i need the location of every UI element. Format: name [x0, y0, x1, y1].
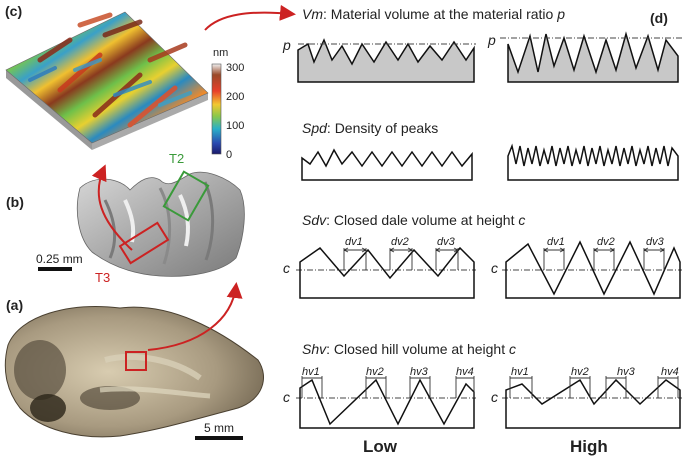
sdv-symbol: Sdv	[302, 212, 327, 228]
vm-caption: Vm: Material volume at the material rati…	[302, 6, 565, 22]
sdv-low-profile	[299, 246, 475, 299]
shv-high-hv1: hv1	[511, 366, 529, 378]
colorbar-unit: nm	[213, 47, 229, 59]
shv-high-hv4: hv4	[661, 366, 679, 378]
panel-label-b: (b)	[6, 194, 24, 210]
shv-low-hv1: hv1	[302, 366, 320, 378]
sdv-high-dv2: dv2	[597, 236, 615, 248]
spd-description: : Density of peaks	[326, 120, 439, 136]
panel-label-c: (c)	[5, 3, 23, 19]
sdv-profiles	[296, 240, 682, 299]
sdv-param: c	[518, 212, 526, 228]
surface-3d-plot	[5, 11, 222, 155]
spd-caption: Spd: Density of peaks	[302, 120, 438, 136]
vm-p-marker-low: p	[283, 37, 291, 53]
spd-profiles	[301, 143, 679, 181]
shv-profiles	[296, 376, 682, 429]
sdv-high-dv1: dv1	[547, 236, 565, 248]
column-label-high: High	[570, 437, 608, 456]
arrow-a-to-b	[147, 282, 243, 351]
colorbar-tick-300: 300	[226, 62, 245, 74]
column-label-low: Low	[363, 437, 397, 456]
spd-low-profile	[301, 148, 473, 181]
colorbar-tick-100: 100	[226, 120, 245, 132]
shv-description: : Closed hill volume at height	[326, 341, 509, 357]
scale-label-b: 0.25 mm	[36, 252, 83, 266]
molar-region-box	[125, 351, 147, 371]
arrow-b-to-c	[91, 164, 133, 251]
arrow-c-to-d	[204, 4, 296, 31]
shv-high-hv2: hv2	[571, 366, 589, 378]
shv-c-marker-high: c	[491, 389, 498, 405]
sdv-description: : Closed dale volume at height	[326, 212, 519, 228]
vm-description: : Material volume at the material ratio	[323, 6, 558, 22]
t2-box	[162, 170, 210, 222]
vm-profiles	[297, 31, 682, 83]
shv-low-hv3: hv3	[410, 366, 428, 378]
panel-label-d: (d)	[650, 10, 668, 26]
shv-low-hv4: hv4	[456, 366, 474, 378]
spd-high-profile	[507, 143, 679, 181]
scale-label-a: 5 mm	[204, 421, 234, 435]
tooth-sem-image	[38, 170, 245, 277]
colorbar-tick-200: 200	[226, 91, 245, 103]
sdv-c-marker-high: c	[491, 260, 498, 276]
t3-box	[118, 221, 170, 265]
shv-symbol: Shv	[302, 341, 327, 357]
sdv-low-dv3: dv3	[437, 236, 455, 248]
shv-high-hv3: hv3	[617, 366, 635, 378]
scale-bar-a	[195, 436, 243, 440]
sdv-low-dv2: dv2	[391, 236, 409, 248]
panel-label-a: (a)	[6, 297, 24, 313]
vm-high-profile	[507, 31, 679, 83]
colorbar-tick-0: 0	[226, 149, 233, 161]
vm-low-profile	[297, 38, 475, 83]
sdv-c-marker-low: c	[283, 260, 290, 276]
scale-bar-b	[38, 267, 72, 271]
shv-param: c	[509, 341, 516, 357]
sdv-low-dv1: dv1	[345, 236, 363, 248]
shv-low-hv2: hv2	[366, 366, 384, 378]
shv-c-marker-low: c	[283, 389, 290, 405]
colorbar	[211, 63, 222, 155]
sdv-caption: Sdv: Closed dale volume at height c	[302, 212, 525, 228]
shv-low-profile	[299, 378, 475, 429]
shv-high-profile	[505, 378, 681, 429]
vm-symbol: Vm	[302, 6, 323, 22]
skull-photo	[4, 306, 264, 440]
spd-symbol: Spd	[302, 120, 327, 136]
vm-p-marker-high: p	[488, 32, 496, 48]
shv-caption: Shv: Closed hill volume at height c	[302, 341, 516, 357]
vm-param: p	[557, 6, 566, 22]
t3-label: T3	[95, 270, 111, 285]
sdv-high-profile	[505, 240, 681, 299]
sdv-high-dv3: dv3	[646, 236, 664, 248]
t2-label: T2	[169, 151, 185, 166]
